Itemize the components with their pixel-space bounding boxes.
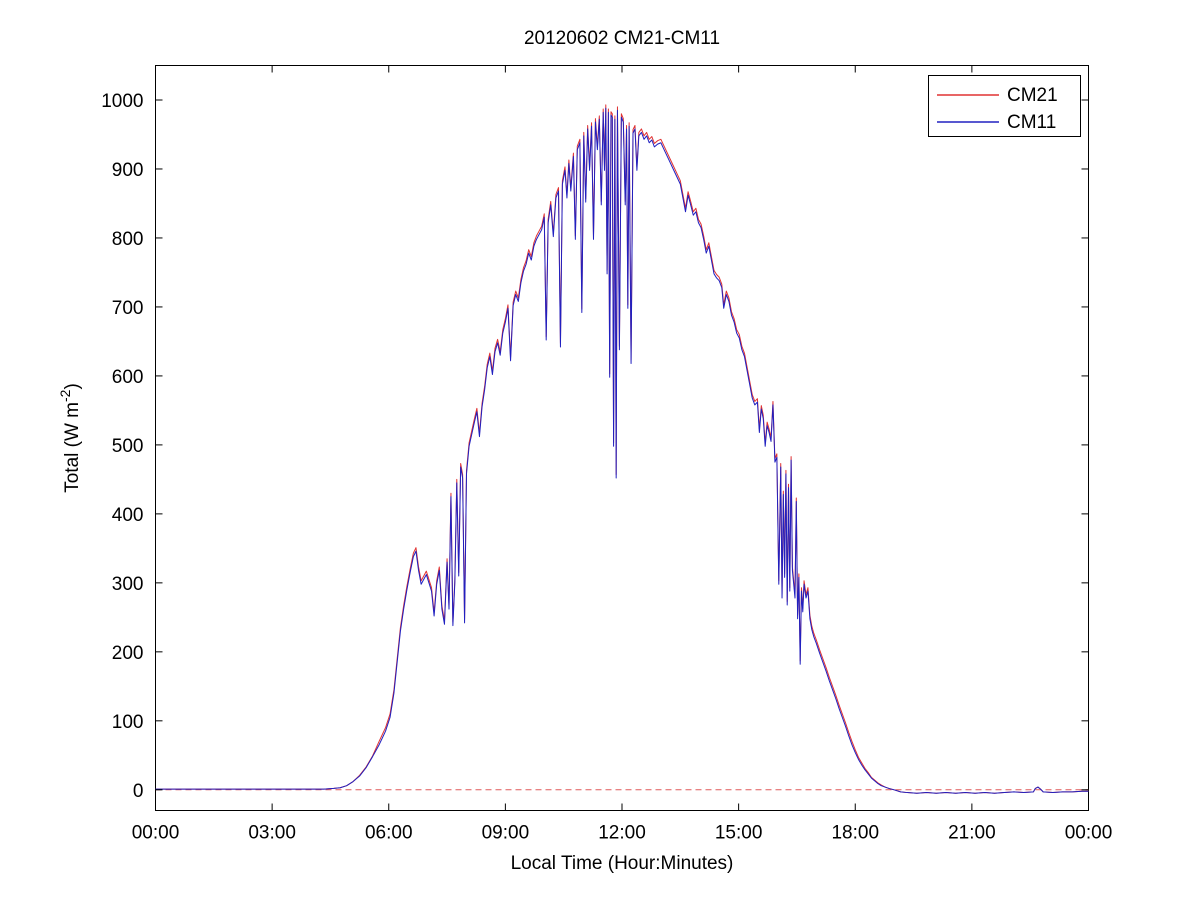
x-tick-label: 03:00 — [248, 823, 296, 844]
legend-box — [928, 75, 1081, 137]
legend-label-cm11: CM11 — [1007, 112, 1056, 133]
y-tick-label: 500 — [112, 436, 144, 457]
y-axis-label-superscript: -2 — [57, 389, 73, 402]
y-tick-label: 1000 — [101, 91, 143, 112]
x-tick-label: 00:00 — [132, 823, 180, 844]
x-tick-label: 18:00 — [831, 823, 879, 844]
chart-title: 20120602 CM21-CM11 — [524, 28, 720, 49]
y-tick-label: 700 — [112, 298, 144, 319]
x-axis-tick-labels: 00:00 03:00 06:00 09:00 12:00 15:00 18:00 21:00… — [132, 823, 1113, 844]
y-axis-label-main: Total (W m — [62, 402, 83, 493]
x-tick-label: 09:00 — [482, 823, 530, 844]
x-tick-label: 06:00 — [365, 823, 413, 844]
legend: CM21 CM11 — [928, 75, 1081, 137]
x-tick-label: 15:00 — [715, 823, 763, 844]
x-tick-label: 00:00 — [1065, 823, 1113, 844]
x-axis-label: Local Time (Hour:Minutes) — [511, 853, 734, 874]
series-cm11-line — [155, 107, 1089, 794]
x-tick-label: 12:00 — [598, 823, 646, 844]
y-axis-tick-labels: 0 100 200 300 400 500 600 700 800 900 1000 — [101, 91, 143, 802]
series-layer — [155, 104, 1089, 794]
y-tick-label: 600 — [112, 367, 144, 388]
y-tick-label: 800 — [112, 229, 144, 250]
y-tick-label: 400 — [112, 505, 144, 526]
y-tick-label: 900 — [112, 160, 144, 181]
axis-ticks — [155, 65, 1089, 811]
plot-area — [155, 65, 1089, 811]
x-tick-label: 21:00 — [948, 823, 996, 844]
legend-label-cm21: CM21 — [1007, 85, 1058, 106]
y-tick-label: 0 — [133, 781, 144, 802]
y-axis-label: Total (W m-2) — [57, 383, 83, 493]
y-tick-label: 300 — [112, 574, 144, 595]
y-axis-label-close: ) — [62, 383, 83, 389]
y-tick-label: 200 — [112, 643, 144, 664]
y-tick-label: 100 — [112, 712, 144, 733]
